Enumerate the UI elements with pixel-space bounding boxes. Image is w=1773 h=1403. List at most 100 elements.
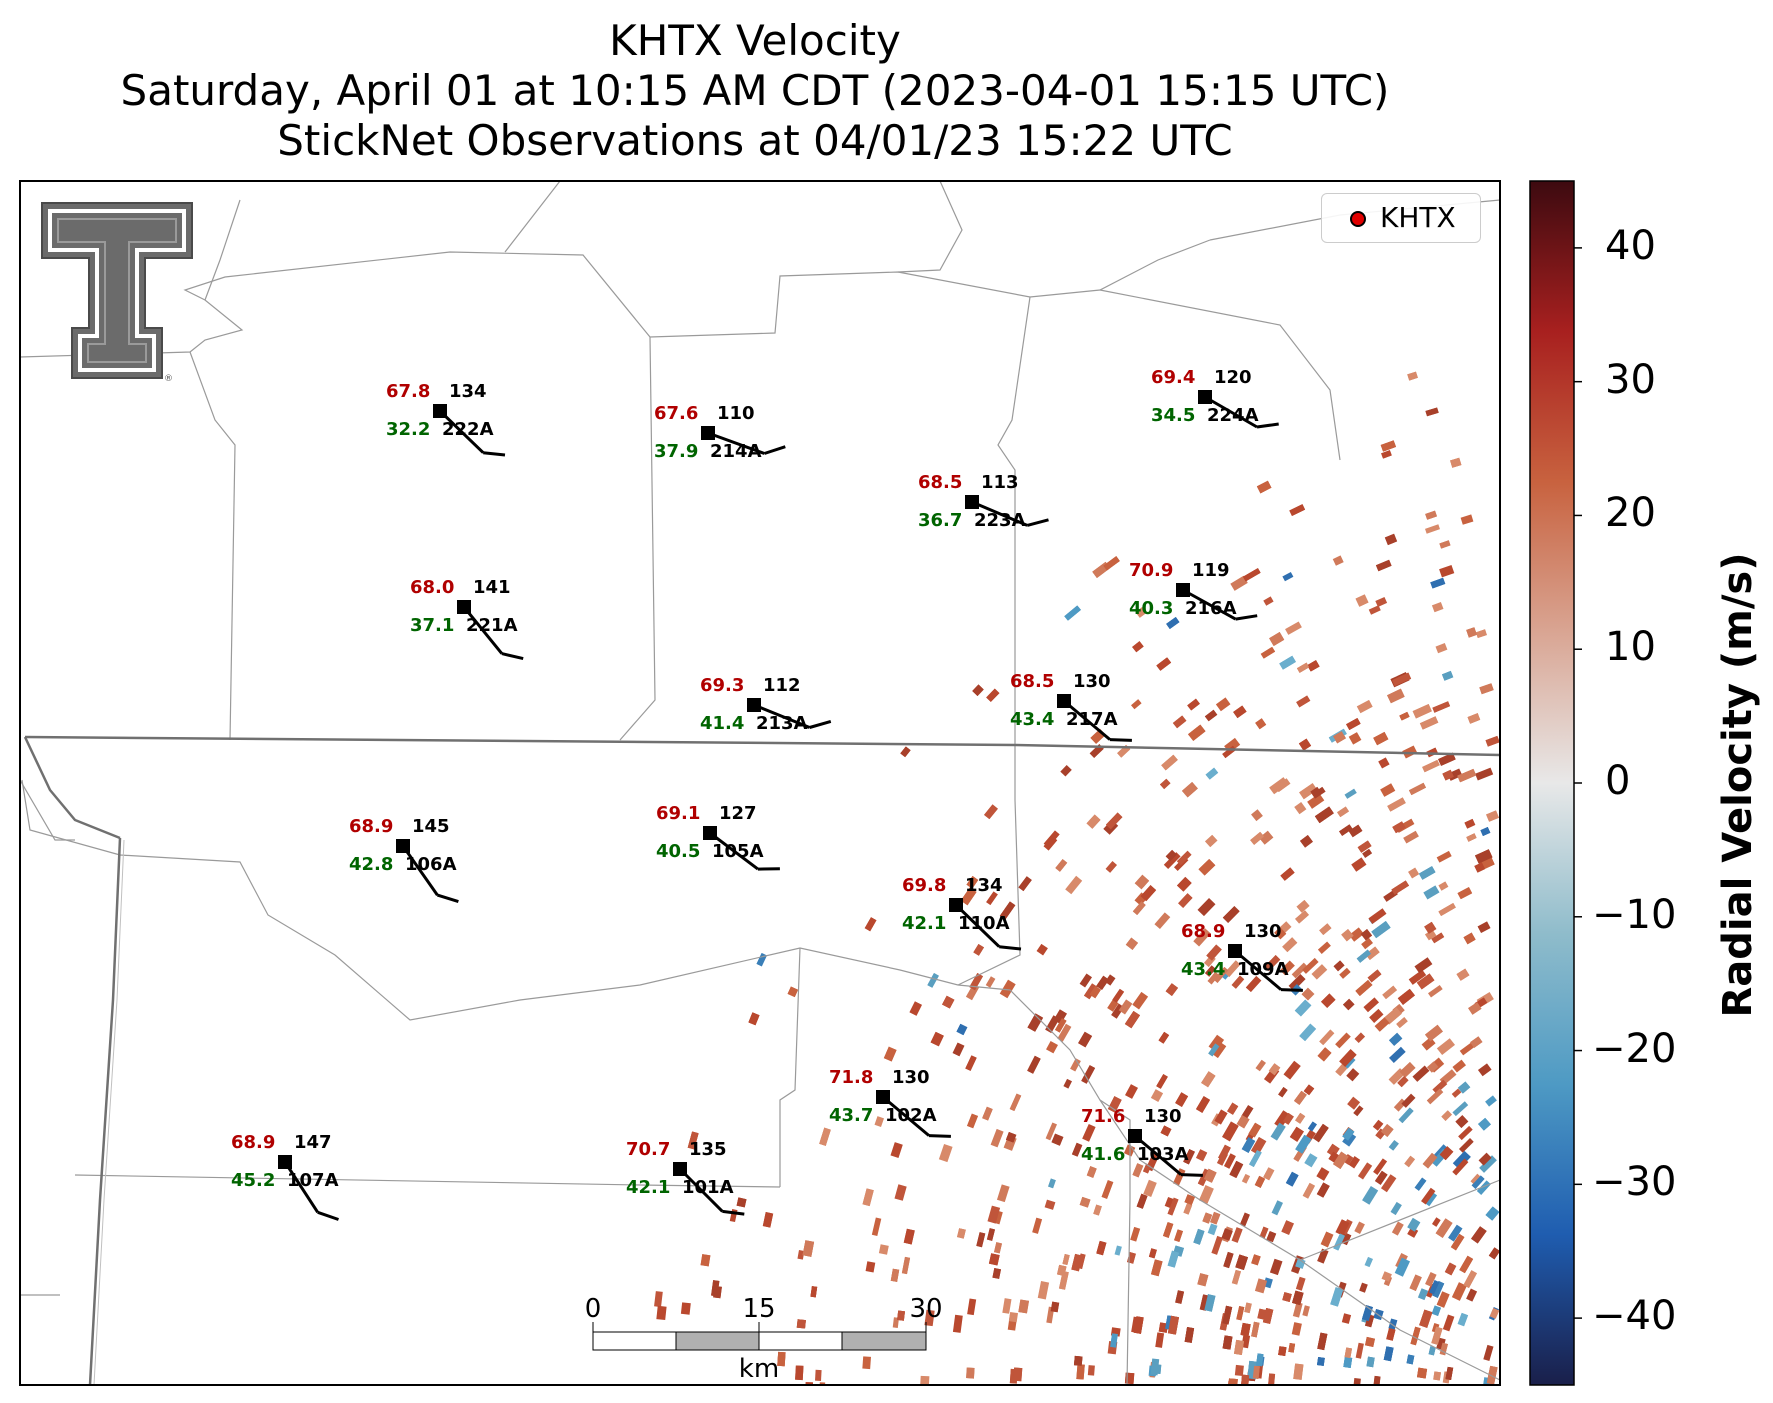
station-102A[interactable]: 71.8 130 43.7 102A (829, 1067, 951, 1138)
radar-echo-bin (1407, 1217, 1421, 1232)
station-dewpoint: 34.5 (1151, 405, 1195, 426)
radar-echo-bin (1432, 1281, 1445, 1298)
wind-barb-shaft (971, 500, 1028, 527)
scale-unit: km (738, 1354, 780, 1384)
radar-echo-bin (1397, 1076, 1409, 1088)
radar-echo-bin (1235, 1254, 1249, 1271)
radar-echo-bin (1002, 1298, 1012, 1314)
radar-echo-bin (1125, 937, 1138, 950)
scale-tick-30: 30 (909, 1294, 943, 1324)
radar-echo-bin (1107, 999, 1119, 1012)
station-marker (1057, 694, 1071, 708)
radar-echo-bin (1231, 975, 1245, 989)
radar-echo-bin (1154, 912, 1171, 930)
radar-echo-bin (1167, 1197, 1179, 1216)
radar-echo-bin (762, 1212, 774, 1228)
radar-echo-bin (1058, 1270, 1069, 1290)
colorbar-tick-label: 0 (1605, 758, 1631, 804)
radar-echo-bin (1463, 1270, 1477, 1288)
radar-echo-bin (1089, 986, 1101, 999)
station-222A[interactable]: 67.8 134 32.2 222A (386, 381, 506, 457)
radar-echo-bin (1367, 969, 1382, 983)
radar-echo-bin (1221, 1228, 1233, 1241)
radar-echo-bin (1299, 1023, 1317, 1042)
radar-echo-bin (1442, 769, 1454, 781)
radar-echo-bin (1234, 1339, 1245, 1356)
radar-echo-bin (1368, 908, 1387, 924)
radar-echo-bin (1380, 783, 1396, 797)
radar-echo-bin (1201, 1071, 1216, 1088)
radar-echo-bin (1422, 1152, 1438, 1169)
radar-echo-bin (1289, 1126, 1304, 1142)
radar-echo-bin (1065, 875, 1083, 895)
radar-echo-bin (1432, 701, 1451, 713)
station-221A[interactable]: 68.0 141 37.1 221A (410, 577, 524, 661)
station-101A[interactable]: 70.7 135 42.1 101A (626, 1139, 745, 1216)
radar-echo-bin (1208, 1034, 1225, 1052)
station-214A[interactable]: 67.6 110 37.9 214A (654, 403, 786, 462)
radar-echo-bin (973, 943, 984, 956)
radar-echo-bin (1293, 1363, 1304, 1380)
radar-echo-bin (1264, 955, 1281, 972)
radar-echo-bin (1431, 932, 1445, 944)
radar-echo-bin (1155, 1332, 1165, 1348)
station-109A[interactable]: 68.9 130 43.4 109A (1181, 921, 1303, 992)
radar-echo-bin (1291, 962, 1308, 979)
wind-barb-feather (483, 451, 506, 457)
radar-echo-bin (1167, 1315, 1180, 1335)
radar-echo-bin (1364, 1336, 1375, 1348)
radar-echo-bin (1152, 1364, 1162, 1374)
radar-echo-bin (1307, 1121, 1317, 1132)
radar-echo-bin (1262, 1308, 1274, 1324)
station-107A[interactable]: 68.9 147 45.2 107A (231, 1132, 339, 1221)
radar-echo-bin (1043, 830, 1060, 848)
station-wind-direction: 135 (689, 1139, 727, 1160)
radar-echo-bin (1368, 605, 1381, 615)
legend: KHTX (1321, 193, 1481, 243)
radar-echo-bin (1464, 818, 1476, 829)
radar-echo-bin (1459, 1255, 1474, 1274)
radar-echo-bin (1477, 1063, 1492, 1077)
radar-echo-bin (1436, 1291, 1450, 1308)
radar-echo-bin (1436, 850, 1452, 863)
station-110A[interactable]: 69.8 134 42.1 110A (902, 875, 1022, 951)
radar-echo-bin (1183, 1149, 1195, 1165)
radar-echo-bin (1244, 1302, 1252, 1314)
radar-echo-bin (1388, 1032, 1403, 1046)
radar-echo-bin (994, 1242, 1002, 1254)
station-223A[interactable]: 68.5 113 36.7 223A (918, 472, 1049, 531)
radar-echo-bin (1362, 1185, 1379, 1205)
radar-echo-bin (1463, 932, 1476, 945)
radar-echo-bin (1079, 973, 1092, 988)
station-216A[interactable]: 70.9 119 40.3 216A (1129, 560, 1258, 621)
radar-echo-bin (1474, 862, 1486, 873)
radar-echo-bin (1435, 1218, 1453, 1238)
radar-echo-bin (1132, 641, 1144, 653)
station-217A[interactable]: 68.5 130 43.4 217A (1010, 671, 1132, 742)
radar-echo-bin (901, 1256, 911, 1275)
station-103A[interactable]: 71.6 130 41.6 103A (1081, 1106, 1203, 1177)
station-105A[interactable]: 69.1 127 40.5 105A (656, 803, 780, 871)
radar-echo-bin (680, 1302, 691, 1315)
radar-echo-bin (1304, 1153, 1318, 1168)
radar-echo-bin (1373, 1158, 1388, 1175)
radar-echo-bin (1205, 834, 1218, 848)
radar-echo-bin (1176, 850, 1192, 866)
radar-echo-bin (1222, 1335, 1233, 1350)
radar-echo-bin (1234, 1364, 1244, 1377)
radar-echo-bin (1388, 1318, 1398, 1331)
station-213A[interactable]: 69.3 112 41.4 213A (700, 675, 832, 734)
radar-echo-bin (1471, 1175, 1485, 1189)
radar-echo-bin (1348, 732, 1362, 745)
station-id: 222A (442, 419, 494, 440)
radar-echo-bin (909, 1001, 922, 1016)
station-106A[interactable]: 68.9 145 42.8 106A (349, 816, 459, 904)
radar-echo-bin (1444, 1262, 1457, 1276)
radar-echo-bin (1037, 1281, 1050, 1300)
radar-echo-bin (862, 1356, 871, 1370)
station-224A[interactable]: 69.4 120 34.5 224A (1151, 367, 1279, 429)
station-temperature: 68.9 (349, 816, 393, 837)
radar-echo-bin (1429, 1280, 1440, 1295)
radar-echo-bin (1271, 1200, 1284, 1216)
